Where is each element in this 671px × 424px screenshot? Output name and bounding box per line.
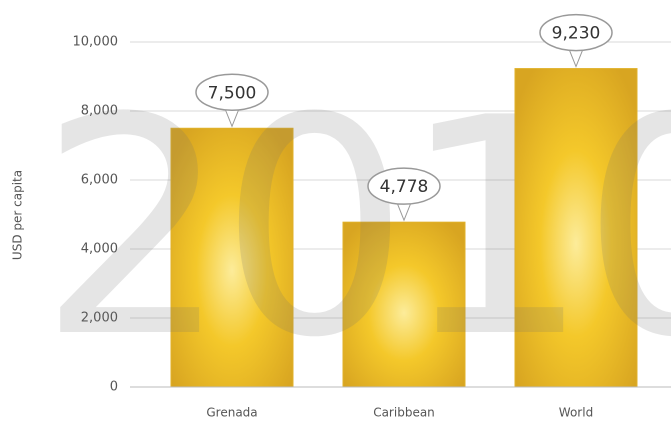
y-tick-label: 2,000	[81, 311, 118, 326]
value-label: 7,500	[208, 83, 257, 103]
bar	[170, 127, 294, 388]
y-tick-label: 0	[110, 380, 118, 395]
watermark: 2010	[38, 54, 671, 403]
y-tick-label: 6,000	[81, 173, 118, 188]
value-label: 4,778	[380, 177, 429, 197]
y-tick-label: 10,000	[73, 35, 119, 50]
label-bubble	[539, 13, 613, 52]
label-bubble	[195, 73, 269, 111]
x-tick-label: Grenada	[206, 406, 257, 420]
value-label: 9,230	[552, 24, 601, 44]
label-bubble	[367, 167, 441, 205]
y-tick-label: 8,000	[81, 104, 118, 119]
y-axis-label: USD per capita	[11, 170, 25, 260]
bar	[514, 68, 638, 388]
x-tick-label: Caribbean	[373, 406, 435, 420]
y-tick-label: 4,000	[81, 242, 118, 257]
bar	[342, 221, 466, 388]
x-tick-label: World	[559, 406, 593, 420]
